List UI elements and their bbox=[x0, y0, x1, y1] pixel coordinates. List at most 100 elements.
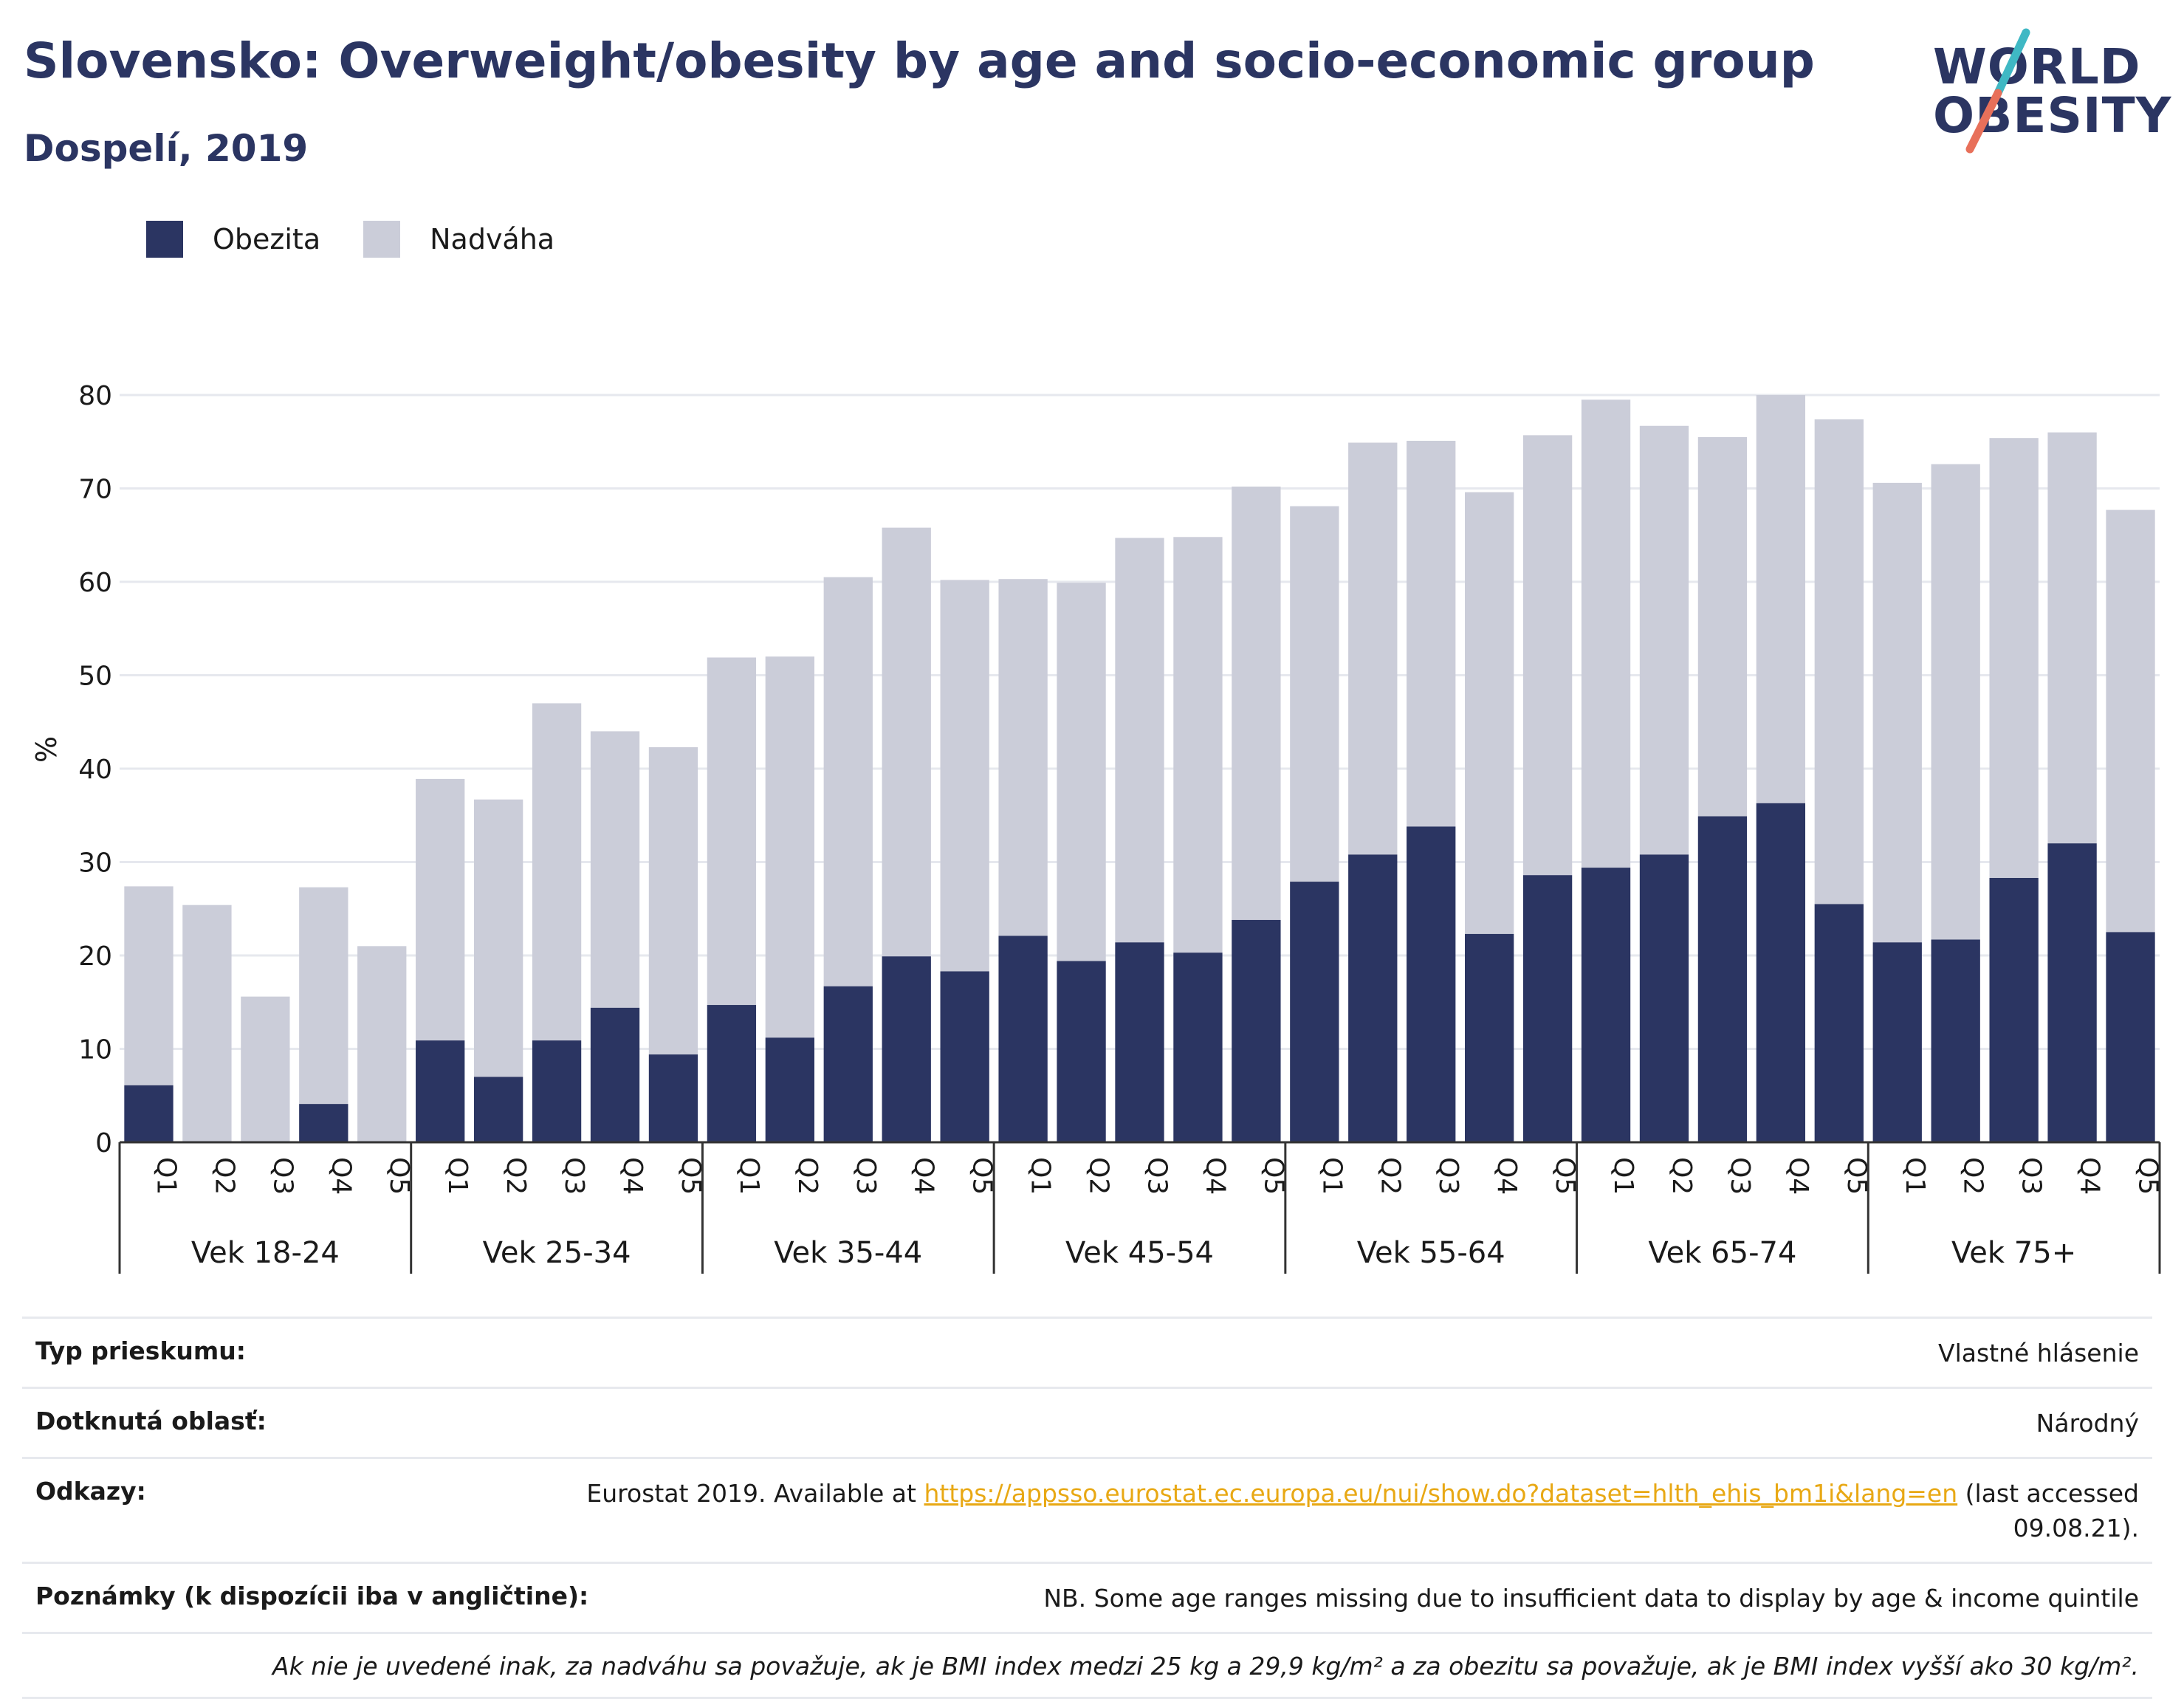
survey-type-label: Typ prieskumu: bbox=[35, 1336, 246, 1365]
y-tick-label: 80 bbox=[78, 381, 112, 411]
references-prefix: Eurostat 2019. Available at bbox=[586, 1479, 916, 1508]
x-tick-label: Q4 bbox=[1783, 1157, 1813, 1195]
obesity-bar bbox=[299, 1104, 348, 1142]
obesity-bar bbox=[1057, 961, 1106, 1142]
x-tick-label: Q4 bbox=[326, 1157, 356, 1195]
x-tick-label: Q1 bbox=[1026, 1157, 1056, 1195]
x-tick-label: Q5 bbox=[1841, 1157, 1872, 1195]
overweight-bar bbox=[241, 996, 290, 1142]
notes-label: Poznámky (k dispozícii iba v angličtine)… bbox=[35, 1581, 589, 1610]
overweight-bar bbox=[1348, 442, 1398, 855]
notes-value: NB. Some age ranges missing due to insuf… bbox=[1043, 1583, 2139, 1613]
overweight-bar bbox=[2047, 432, 2097, 844]
legend-item-overweight: Nadváha bbox=[363, 221, 554, 258]
x-tick-label: Q2 bbox=[1958, 1157, 1988, 1195]
overweight-bar bbox=[1522, 435, 1573, 876]
info-row-notes: Poznámky (k dispozícii iba v angličtine)… bbox=[22, 1561, 2152, 1632]
obesity-bar bbox=[2106, 932, 2155, 1142]
y-tick-label: 10 bbox=[78, 1035, 112, 1065]
overweight-bar bbox=[1756, 395, 1806, 803]
overweight-bar bbox=[1290, 506, 1339, 882]
obesity-bar bbox=[1581, 868, 1631, 1142]
logo-line-1: WORLD bbox=[1933, 38, 2141, 95]
references-link[interactable]: https://appsso.eurostat.ec.europa.eu/nui… bbox=[924, 1479, 1958, 1508]
y-tick-label: 0 bbox=[95, 1128, 112, 1159]
obesity-bar bbox=[1115, 942, 1164, 1142]
obesity-bar bbox=[998, 936, 1048, 1142]
obesity-bar bbox=[1407, 826, 1456, 1142]
x-tick-label: Q4 bbox=[617, 1157, 648, 1195]
definition-footnote: Ak nie je uvedené inak, za nadváhu sa po… bbox=[272, 1651, 2139, 1681]
y-tick-label: 70 bbox=[78, 475, 112, 505]
overweight-bar bbox=[940, 580, 989, 972]
x-tick-label: Q1 bbox=[1900, 1157, 1930, 1195]
obesity-bar bbox=[1931, 939, 1980, 1142]
obesity-bar bbox=[1989, 878, 2039, 1142]
group-label: Vek 55-64 bbox=[1357, 1236, 1505, 1270]
obesity-bar bbox=[1173, 953, 1223, 1142]
area-value: Národný bbox=[2036, 1409, 2139, 1438]
x-tick-label: Q2 bbox=[1375, 1157, 1405, 1195]
x-tick-label: Q3 bbox=[2016, 1157, 2047, 1195]
overweight-bar bbox=[823, 577, 873, 986]
page-title: Slovensko: Overweight/obesity by age and… bbox=[24, 32, 1815, 89]
obesity-bar bbox=[823, 986, 873, 1142]
overweight-bar bbox=[299, 887, 348, 1105]
references-suffix: (last accessed 09.08.21). bbox=[1965, 1479, 2139, 1542]
obesity-bar bbox=[940, 971, 989, 1142]
overweight-bar bbox=[2106, 509, 2155, 933]
info-row-footnote: Ak nie je uvedené inak, za nadváhu sa po… bbox=[22, 1631, 2152, 1699]
x-tick-label: Q2 bbox=[209, 1157, 239, 1195]
x-tick-label: Q5 bbox=[384, 1157, 414, 1195]
x-tick-label: Q1 bbox=[1608, 1157, 1638, 1195]
x-tick-label: Q5 bbox=[676, 1157, 706, 1195]
obesity-bar bbox=[882, 956, 931, 1142]
overweight-bar bbox=[882, 527, 931, 957]
obesity-bar bbox=[1756, 803, 1806, 1142]
obesity-bar bbox=[1290, 882, 1339, 1142]
overweight-bar bbox=[648, 746, 698, 1055]
overweight-bar bbox=[590, 731, 640, 1008]
y-tick-label: 40 bbox=[78, 755, 112, 785]
group-label: Vek 75+ bbox=[1951, 1236, 2076, 1270]
x-tick-label: Q3 bbox=[559, 1157, 589, 1195]
overweight-bar bbox=[1872, 482, 1922, 943]
overweight-bar bbox=[416, 778, 465, 1041]
survey-type-value: Vlastné hlásenie bbox=[1938, 1339, 2139, 1367]
x-tick-label: Q3 bbox=[1433, 1157, 1463, 1195]
x-tick-label: Q4 bbox=[909, 1157, 939, 1195]
overweight-bar bbox=[1814, 419, 1864, 905]
overweight-bar bbox=[1465, 492, 1514, 934]
overweight-bar bbox=[707, 657, 757, 1006]
world-obesity-logo: WORLD OBESITY bbox=[1920, 22, 2171, 155]
x-tick-label: Q3 bbox=[1725, 1157, 1755, 1195]
x-tick-label: Q5 bbox=[967, 1157, 997, 1195]
x-tick-label: Q3 bbox=[851, 1157, 881, 1195]
overweight-bar bbox=[1057, 583, 1106, 961]
overweight-bar bbox=[1115, 538, 1164, 943]
references-label: Odkazy: bbox=[35, 1477, 146, 1506]
overweight-bar bbox=[998, 579, 1048, 936]
group-label: Vek 45-54 bbox=[1065, 1236, 1214, 1270]
x-tick-label: Q1 bbox=[1316, 1157, 1347, 1195]
overweight-bar bbox=[473, 799, 523, 1077]
group-label: Vek 35-44 bbox=[774, 1236, 922, 1270]
x-tick-label: Q2 bbox=[792, 1157, 823, 1195]
x-tick-label: Q2 bbox=[501, 1157, 531, 1195]
chart-legend: Obezita Nadváha bbox=[146, 220, 597, 258]
obesity-bar bbox=[124, 1085, 174, 1142]
x-tick-label: Q5 bbox=[1550, 1157, 1580, 1195]
y-tick-label: 60 bbox=[78, 568, 112, 598]
x-tick-label: Q5 bbox=[2133, 1157, 2163, 1195]
logo-slash-icon bbox=[1965, 28, 2030, 154]
group-label: Vek 25-34 bbox=[483, 1236, 631, 1270]
obesity-bar bbox=[1814, 904, 1864, 1142]
obesity-bar bbox=[1522, 875, 1573, 1142]
overweight-bar bbox=[1989, 438, 2039, 879]
x-tick-label: Q1 bbox=[442, 1157, 473, 1195]
obesity-bar bbox=[473, 1077, 523, 1142]
obesity-bar bbox=[1872, 942, 1922, 1142]
x-tick-label: Q4 bbox=[2075, 1157, 2105, 1195]
x-tick-label: Q2 bbox=[1084, 1157, 1114, 1195]
x-tick-label: Q4 bbox=[1491, 1157, 1522, 1195]
